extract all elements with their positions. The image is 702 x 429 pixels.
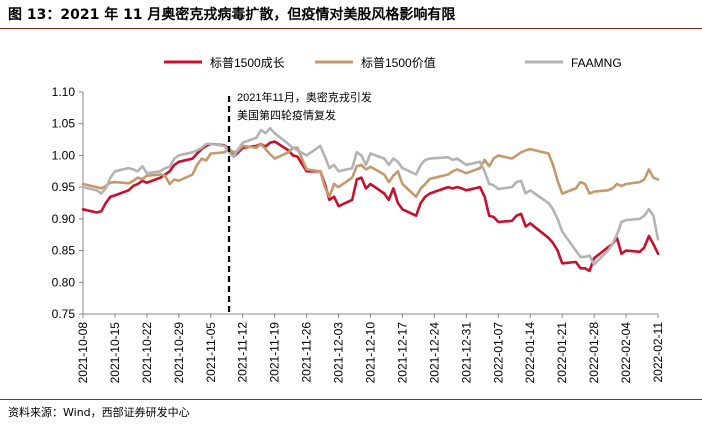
x-tick-label: 2021-10-29	[172, 322, 186, 384]
x-tick-label: 2021-10-15	[108, 322, 122, 384]
axes: 0.75 0.80 0.85 0.90 0.95 1.00 1.05 1.10 2021-10-…	[52, 85, 665, 383]
y-tick-label: 1.00	[52, 148, 76, 162]
x-tick-label: 2021-11-05	[204, 322, 218, 383]
series-line-1	[81, 140, 660, 273]
series-line-2	[81, 142, 660, 198]
y-tick-label: 0.95	[52, 180, 76, 194]
y-tick-label: 0.85	[52, 244, 76, 258]
legend-label-2: 标普1500价值	[361, 55, 436, 70]
x-tick-label: 2021-12-24	[427, 322, 441, 384]
x-tick-label: 2021-11-12	[236, 322, 250, 383]
x-tick-label: 2022-02-04	[619, 322, 633, 384]
annotation-line-1: 2021年11月，奥密克戎引发	[237, 90, 372, 104]
y-tick-label: 0.75	[52, 307, 76, 321]
line-chart: 标普1500成长 标普1500价值 FAAMNG 0.750.800.850.900…	[52, 55, 665, 383]
figure-title: 图 13：2021 年 11 月奥密克戎病毒扩散，但疫情对美股风格影响有限	[8, 7, 456, 23]
series-line-3	[81, 126, 660, 266]
legend-label-3: FAAMNG	[571, 56, 622, 70]
y-tick-label: 1.05	[52, 117, 76, 131]
x-tick-label: 2021-10-08	[76, 322, 90, 384]
x-tick-label: 2022-01-07	[491, 322, 505, 384]
x-tick-label: 2021-12-03	[332, 322, 346, 384]
legend-label-1: 标普1500成长	[210, 56, 285, 70]
series-lines	[81, 126, 660, 273]
x-tick-label: 2022-01-21	[555, 322, 569, 384]
legend: 标普1500成长 标普1500价值 FAAMNG	[164, 55, 622, 70]
x-tick-label: 2021-12-31	[459, 322, 473, 384]
x-tick-label: 2022-02-11	[651, 322, 665, 383]
y-tick-label: 0.90	[52, 212, 76, 226]
y-tick-label: 1.10	[52, 85, 76, 99]
top-rule	[0, 28, 702, 29]
x-tick-label: 2021-12-17	[395, 322, 409, 384]
x-tick-label: 2021-10-22	[140, 322, 154, 384]
x-tick-label: 2021-11-26	[300, 322, 314, 383]
x-tick-label: 2022-01-14	[523, 322, 537, 384]
x-tick-label: 2022-01-28	[587, 322, 601, 384]
x-tick-label: 2021-11-19	[268, 322, 282, 383]
y-tick-label: 0.80	[52, 275, 76, 289]
annotation-line-2: 美国第四轮疫情复发	[237, 108, 336, 122]
source-note: 资料来源：Wind，西部证券研发中心	[8, 406, 190, 419]
bottom-rule	[0, 399, 702, 400]
x-tick-label: 2021-12-10	[364, 322, 378, 384]
